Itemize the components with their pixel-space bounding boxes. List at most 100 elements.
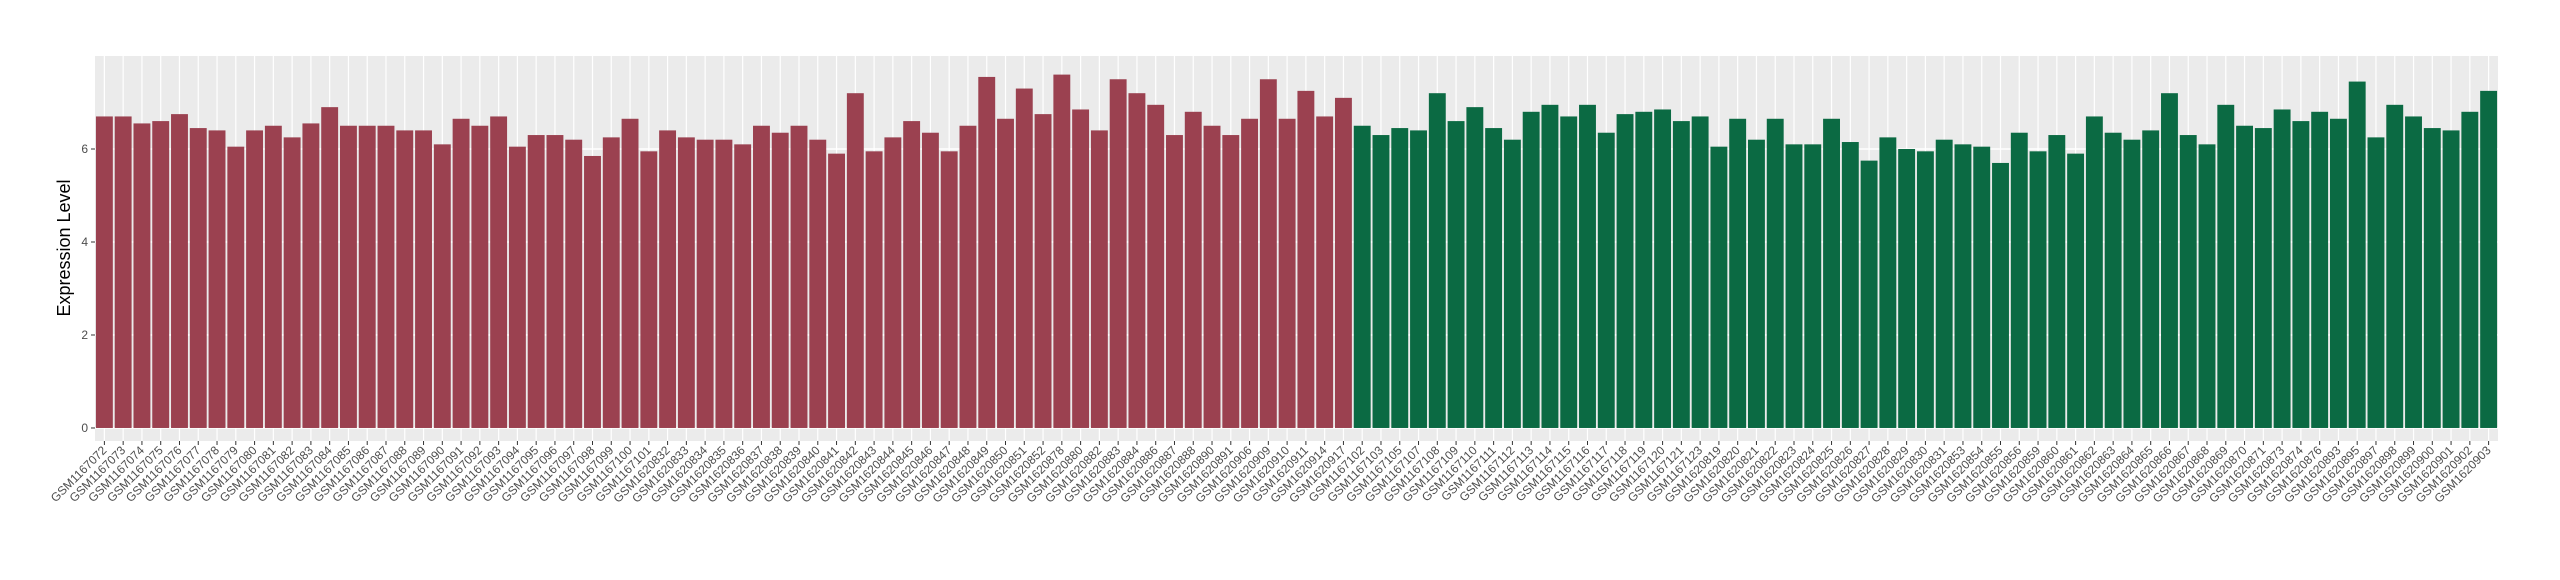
bar: [809, 139, 827, 428]
bar: [2329, 118, 2347, 428]
bar: [1522, 111, 1540, 428]
bar: [283, 137, 301, 428]
bar: [433, 144, 451, 428]
bar: [1672, 121, 1690, 428]
bar: [2367, 137, 2385, 428]
bar: [1447, 121, 1465, 428]
bar: [753, 125, 770, 428]
bar: [1391, 128, 1409, 428]
bar: [884, 137, 902, 428]
bar: [227, 146, 245, 428]
bar: [1766, 118, 1784, 428]
bar: [2311, 111, 2329, 428]
bar: [865, 151, 883, 428]
bar: [1560, 116, 1578, 428]
y-tick-label: 2: [81, 328, 88, 342]
bar: [659, 130, 677, 428]
bar: [1372, 135, 1390, 428]
bar: [2142, 130, 2160, 428]
bar: [2217, 104, 2235, 428]
bar: [2442, 130, 2460, 428]
bar: [1015, 88, 1033, 428]
bar: [2029, 151, 2047, 428]
bar: [846, 93, 864, 428]
bar: [1973, 146, 1991, 428]
bar: [640, 151, 658, 428]
bar: [415, 130, 432, 428]
bar: [508, 146, 526, 428]
bar: [1616, 114, 1634, 428]
bar: [1954, 144, 1972, 428]
bar: [1034, 114, 1052, 428]
y-tick-label: 6: [81, 142, 88, 156]
bar: [1053, 74, 1071, 428]
bar: [1597, 132, 1615, 428]
bar: [1466, 107, 1484, 428]
bar: [2292, 121, 2310, 428]
bar: [1428, 93, 1446, 428]
bar: [339, 125, 357, 428]
bar: [921, 132, 939, 428]
bar: [997, 118, 1014, 428]
bar: [2386, 104, 2404, 428]
bar: [321, 107, 339, 428]
bar: [2010, 132, 2028, 428]
bar: [1635, 111, 1653, 428]
y-tick-label: 4: [81, 235, 88, 249]
bar: [246, 130, 264, 428]
bar: [2198, 144, 2216, 428]
bar: [490, 116, 508, 428]
bar: [2254, 128, 2272, 428]
bar: [2236, 125, 2254, 428]
bar: [1785, 144, 1803, 428]
bar: [1654, 109, 1672, 428]
bar: [1316, 116, 1334, 428]
bar: [2048, 135, 2066, 428]
bar: [1259, 79, 1277, 428]
bar: [396, 130, 414, 428]
bar: [790, 125, 808, 428]
bar: [2461, 111, 2479, 428]
bar: [95, 116, 113, 428]
bar: [189, 128, 207, 428]
bar: [1916, 151, 1934, 428]
bar: [2104, 132, 2122, 428]
bar: [1879, 137, 1897, 428]
bar: [715, 139, 733, 428]
bar: [621, 118, 639, 428]
bar: [1128, 93, 1146, 428]
bar: [677, 137, 695, 428]
bar: [527, 135, 545, 428]
bar: [2179, 135, 2197, 428]
bar: [1222, 135, 1240, 428]
bar: [152, 121, 170, 428]
bar: [1109, 79, 1127, 428]
bar: [2423, 128, 2441, 428]
bar: [1841, 142, 1859, 428]
bar: [471, 125, 489, 428]
bar: [1184, 111, 1202, 428]
bar: [264, 125, 282, 428]
bar: [584, 155, 601, 428]
bar: [696, 139, 714, 428]
bar: [2085, 116, 2103, 428]
bar: [208, 130, 226, 428]
bar: [602, 137, 620, 428]
bar: [2348, 81, 2366, 428]
bar: [1992, 162, 2009, 428]
bar: [1503, 139, 1521, 428]
bar: [2273, 109, 2291, 428]
bar: [452, 118, 470, 428]
bar: [1278, 118, 1296, 428]
bar: [1804, 144, 1822, 428]
bar: [828, 153, 845, 428]
bar: [1090, 130, 1108, 428]
bar: [1729, 118, 1747, 428]
bar: [771, 132, 789, 428]
bar: [377, 125, 395, 428]
bar: [1072, 109, 1090, 428]
bar: [978, 76, 996, 428]
bar: [1297, 90, 1315, 428]
y-tick-label: 0: [81, 421, 88, 435]
